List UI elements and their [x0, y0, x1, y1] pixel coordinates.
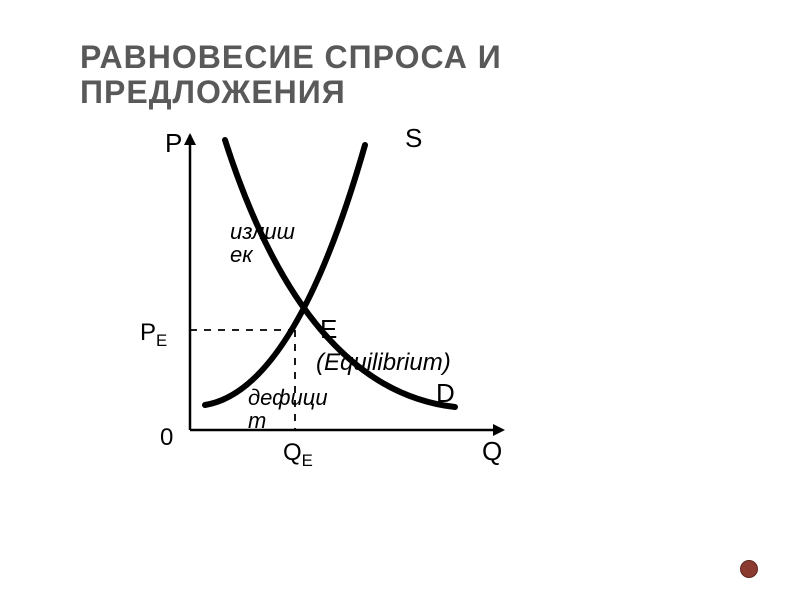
equilibrium-chart — [175, 135, 525, 445]
label-Qe: QE — [283, 440, 313, 469]
slide: РАВНОВЕСИЕ СПРОСА И ПРЕДЛОЖЕНИЯ P S изли… — [0, 0, 800, 600]
label-Pe: PE — [140, 320, 167, 349]
label-P: P — [165, 130, 182, 157]
label-Q: Q — [482, 438, 502, 465]
label-D: D — [436, 380, 455, 407]
bullet-icon — [740, 560, 758, 578]
label-zero: 0 — [160, 425, 173, 450]
label-S: S — [405, 125, 422, 152]
label-surplus: излиш ек — [230, 220, 295, 266]
label-E: E — [320, 316, 337, 343]
slide-title: РАВНОВЕСИЕ СПРОСА И ПРЕДЛОЖЕНИЯ — [80, 40, 502, 110]
label-deficit: дефици т — [248, 386, 328, 432]
label-Equilibrium: (Equilibrium) — [316, 350, 451, 375]
